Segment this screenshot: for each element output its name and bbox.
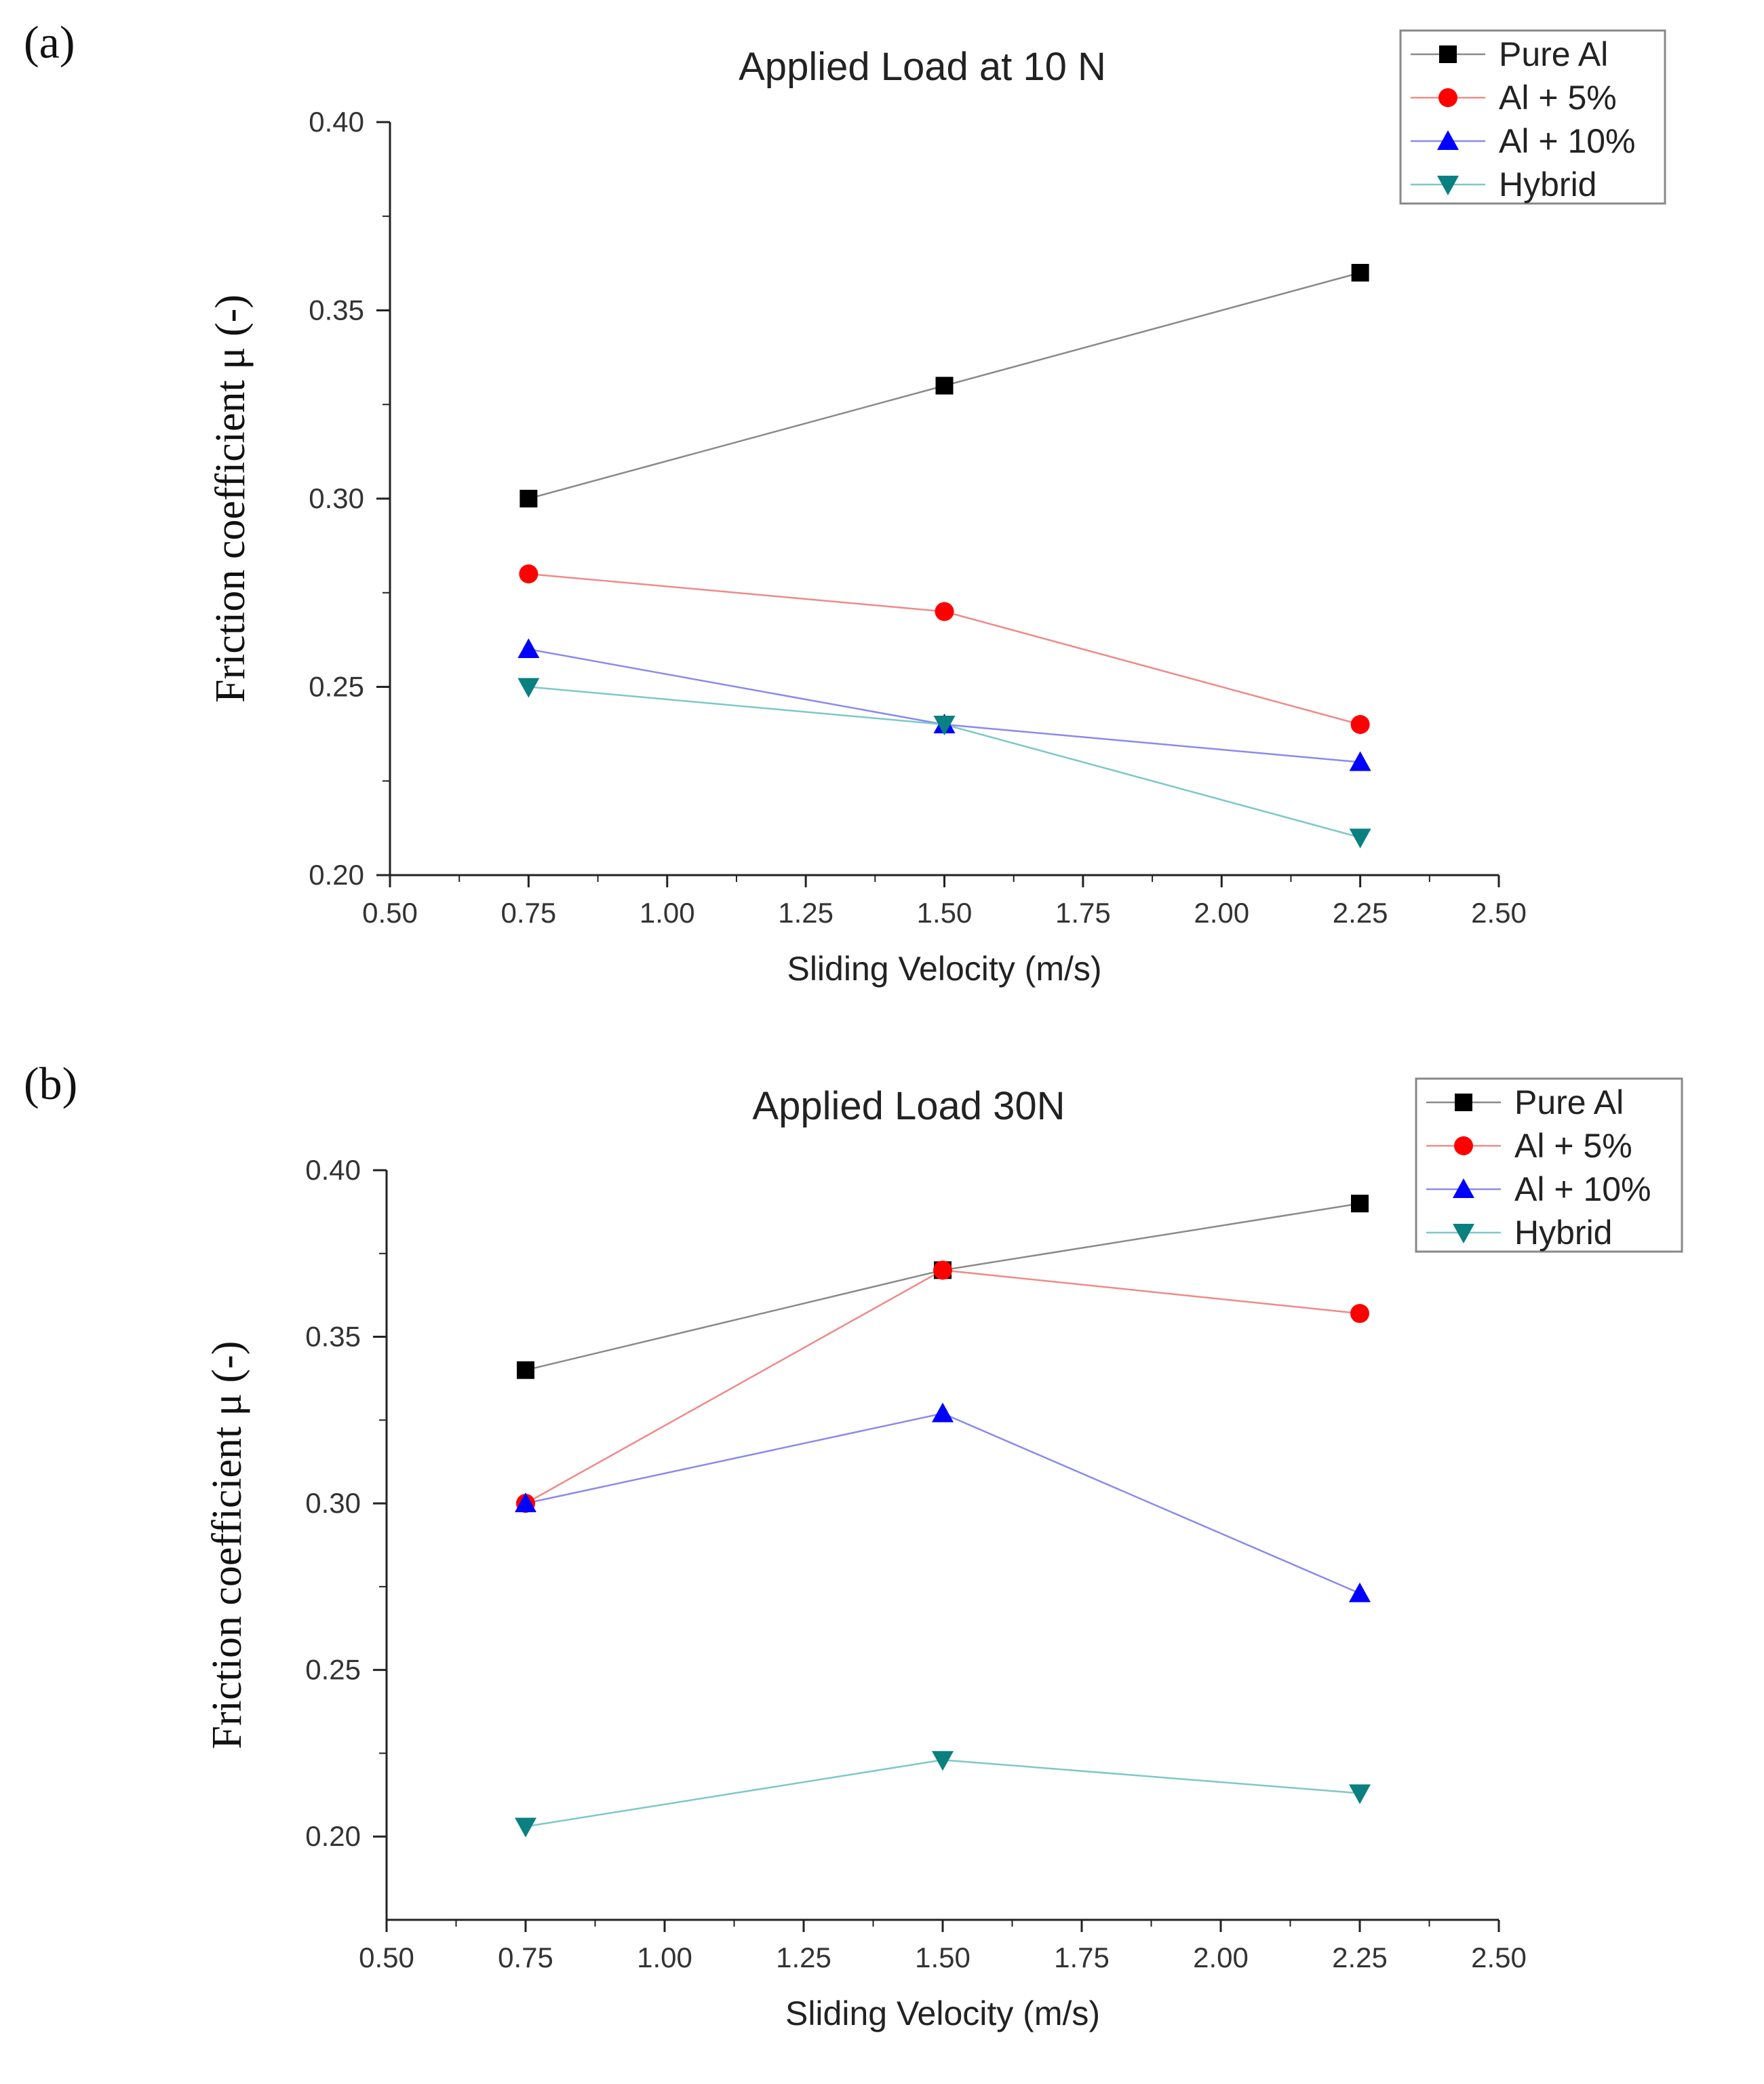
series-line-2 <box>525 1412 1360 1594</box>
y-tick-label: 0.40 <box>305 1154 361 1186</box>
series-line-0 <box>525 1202 1360 1371</box>
y-tick-label: 0.20 <box>309 859 364 891</box>
panel-label: (b) <box>24 1058 77 1109</box>
data-point <box>1349 1582 1371 1602</box>
data-point <box>519 564 538 583</box>
legend-label: Hybrid <box>1499 166 1596 204</box>
series-line-2 <box>528 648 1360 763</box>
data-point <box>1349 828 1371 849</box>
data-point <box>520 490 538 507</box>
legend-label: Al + 5% <box>1514 1127 1632 1165</box>
y-axis-label: Friction coefficient μ (-) <box>204 1341 250 1750</box>
legend-label: Al + 10% <box>1499 122 1636 160</box>
y-axis-label: Friction coefficient μ (-) <box>208 294 254 703</box>
legend: Pure Al Al + 5% Al + 10% Hybrid <box>1415 1077 1683 1253</box>
legend-marker <box>1454 1136 1473 1155</box>
y-tick-label: 0.25 <box>309 671 364 703</box>
chart-b: (b) Applied Load 30N 0.50 0.75 1.00 1.25 1.50 1… <box>24 1058 1683 2032</box>
x-tick-label: 1.00 <box>637 1942 692 1973</box>
data-point <box>1351 264 1369 282</box>
y-tick-label: 0.35 <box>305 1321 361 1353</box>
data-point <box>932 1751 954 1771</box>
y-tick-label: 0.35 <box>309 294 364 326</box>
legend-marker <box>1438 88 1457 107</box>
series-line-1 <box>528 573 1360 726</box>
data-point <box>1351 1195 1369 1213</box>
x-tick-label: 0.50 <box>362 897 418 929</box>
y-tick-label: 0.30 <box>305 1487 361 1519</box>
x-tick-label: 1.75 <box>1055 897 1111 929</box>
legend-label: Al + 10% <box>1514 1170 1651 1208</box>
y-tick-label: 0.30 <box>309 482 364 514</box>
y-tick-label: 0.20 <box>305 1820 361 1852</box>
x-tick-label: 1.50 <box>915 1942 971 1973</box>
x-tick-label: 2.25 <box>1332 1942 1388 1973</box>
x-tick-label: 0.75 <box>501 897 557 929</box>
data-point <box>515 1492 536 1513</box>
x-tick-label: 0.50 <box>359 1942 414 1973</box>
series-line-1 <box>525 1269 1360 1505</box>
x-tick-label: 1.25 <box>776 1942 831 1973</box>
legend-label: Pure Al <box>1514 1083 1624 1121</box>
x-tick-label: 1.25 <box>778 897 834 929</box>
legend-label: Al + 5% <box>1499 79 1617 117</box>
x-tick-label: 1.00 <box>640 897 695 929</box>
x-tick-label: 2.00 <box>1193 1942 1249 1973</box>
data-point <box>1349 751 1371 771</box>
data-point <box>1349 1784 1371 1805</box>
legend-marker <box>1453 1224 1474 1243</box>
x-tick-label: 2.25 <box>1333 897 1388 929</box>
legend-marker <box>1439 45 1457 63</box>
data-point <box>1350 1304 1369 1324</box>
data-point <box>515 1817 536 1838</box>
chart-title: Applied Load at 10 N <box>739 45 1106 89</box>
legend-label: Pure Al <box>1499 35 1608 73</box>
data-point <box>933 1260 952 1280</box>
x-tick-label: 1.50 <box>917 897 973 929</box>
data-point <box>935 602 954 621</box>
data-point <box>517 638 540 658</box>
x-tick-label: 2.50 <box>1471 1942 1527 1973</box>
x-tick-label: 2.50 <box>1471 897 1527 929</box>
legend-label: Hybrid <box>1514 1214 1612 1252</box>
data-point <box>517 678 540 698</box>
chart-title: Applied Load 30N <box>752 1084 1065 1128</box>
legend-marker <box>1455 1094 1472 1111</box>
legend-marker <box>1437 130 1459 150</box>
y-tick-label: 0.25 <box>305 1654 361 1686</box>
x-axis-label: Sliding Velocity (m/s) <box>785 1994 1100 2032</box>
data-point <box>517 1361 534 1379</box>
legend: Pure Al Al + 5% Al + 10% Hybrid <box>1399 29 1666 205</box>
x-tick-label: 0.75 <box>498 1942 553 1973</box>
legend-marker <box>1437 176 1459 195</box>
legend-marker <box>1453 1178 1474 1198</box>
data-point <box>1350 715 1370 734</box>
data-point <box>933 716 956 735</box>
data-point <box>932 1402 954 1423</box>
y-tick-label: 0.40 <box>309 106 364 138</box>
series-line-3 <box>528 686 1360 838</box>
x-axis-label: Sliding Velocity (m/s) <box>787 950 1101 988</box>
panel-label: (a) <box>24 16 75 68</box>
x-tick-label: 1.75 <box>1054 1942 1110 1973</box>
chart-a: (a) Applied Load at 10 N 0.50 0.75 1.00 1.25 1… <box>24 16 1666 988</box>
x-tick-label: 2.00 <box>1194 897 1249 929</box>
data-point <box>935 377 954 395</box>
